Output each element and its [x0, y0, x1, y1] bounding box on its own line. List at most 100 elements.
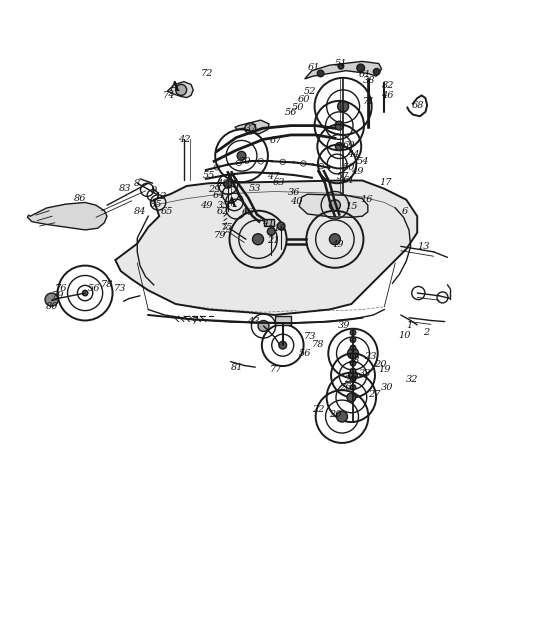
Text: 35: 35 [217, 201, 229, 210]
Text: 83: 83 [119, 184, 131, 193]
Text: 13: 13 [418, 242, 430, 251]
Text: 80: 80 [46, 302, 58, 311]
Text: 46: 46 [381, 91, 393, 100]
Polygon shape [27, 202, 107, 230]
Text: 1: 1 [406, 321, 412, 331]
Text: 44: 44 [348, 150, 360, 159]
Circle shape [350, 337, 356, 343]
Text: 6: 6 [401, 207, 408, 216]
Text: 49: 49 [332, 240, 344, 249]
Text: 21: 21 [267, 236, 279, 245]
Text: A: A [226, 197, 236, 210]
Text: 39: 39 [338, 321, 350, 331]
Text: 53: 53 [249, 184, 261, 193]
Circle shape [350, 369, 356, 374]
Text: 79: 79 [214, 231, 226, 240]
Circle shape [338, 101, 349, 112]
Text: 57: 57 [337, 172, 349, 181]
Text: 56: 56 [285, 108, 298, 117]
Text: 42: 42 [178, 135, 190, 144]
Polygon shape [299, 194, 368, 217]
Text: 49: 49 [351, 167, 363, 176]
Circle shape [347, 393, 356, 402]
Circle shape [350, 345, 356, 351]
Polygon shape [235, 120, 269, 134]
Text: 70: 70 [239, 157, 251, 166]
Text: 30: 30 [381, 383, 393, 392]
Text: 29: 29 [208, 185, 220, 194]
Bar [274, 316, 291, 325]
Text: 56: 56 [88, 284, 100, 293]
Text: 51: 51 [335, 59, 348, 68]
Polygon shape [167, 82, 193, 98]
Text: 50: 50 [343, 163, 355, 172]
Circle shape [350, 360, 356, 366]
Circle shape [237, 151, 246, 160]
Text: 37: 37 [245, 124, 257, 133]
Text: 85: 85 [150, 200, 163, 209]
Text: A: A [169, 81, 178, 94]
Circle shape [335, 121, 344, 130]
Circle shape [317, 70, 324, 77]
Text: 17: 17 [379, 178, 391, 186]
Circle shape [224, 180, 232, 188]
Bar [264, 219, 274, 226]
Text: 76: 76 [55, 284, 68, 293]
Text: 36: 36 [288, 188, 300, 197]
Circle shape [329, 234, 340, 244]
Text: 22: 22 [312, 405, 324, 414]
Circle shape [337, 411, 348, 422]
Text: 54: 54 [357, 158, 369, 166]
Text: 65: 65 [161, 207, 173, 216]
Text: 61: 61 [343, 176, 355, 185]
Text: 23: 23 [365, 352, 377, 360]
Text: 79: 79 [52, 291, 64, 301]
Circle shape [350, 353, 356, 359]
Circle shape [45, 293, 58, 306]
Text: 27: 27 [368, 390, 380, 399]
Text: 73: 73 [304, 333, 316, 341]
Text: 60: 60 [298, 94, 310, 104]
Text: 82: 82 [382, 81, 394, 90]
Circle shape [357, 64, 365, 72]
Circle shape [349, 371, 357, 380]
Text: 49: 49 [200, 201, 212, 210]
Text: 61: 61 [308, 64, 320, 72]
Text: 62: 62 [217, 207, 229, 216]
Text: 43: 43 [248, 317, 260, 326]
Text: 48: 48 [216, 179, 228, 188]
Text: 56: 56 [299, 349, 311, 358]
Circle shape [350, 377, 356, 382]
Text: 84: 84 [134, 207, 146, 216]
Text: 7: 7 [192, 317, 198, 326]
Circle shape [373, 69, 380, 75]
Text: 33: 33 [359, 369, 371, 378]
Text: 68: 68 [412, 101, 424, 110]
Text: 2: 2 [423, 328, 430, 337]
Circle shape [279, 341, 287, 349]
Text: 64: 64 [212, 192, 225, 200]
Text: 71: 71 [363, 97, 375, 106]
Text: 28: 28 [347, 355, 359, 365]
Text: 40: 40 [290, 197, 302, 206]
Text: 81: 81 [231, 363, 243, 372]
Text: 20: 20 [374, 360, 386, 369]
Text: 67: 67 [270, 136, 282, 145]
Text: 86: 86 [74, 194, 86, 203]
Circle shape [350, 385, 356, 390]
Text: 73: 73 [114, 284, 126, 293]
Circle shape [258, 321, 269, 331]
Circle shape [335, 142, 343, 151]
Circle shape [329, 200, 340, 210]
Circle shape [82, 290, 88, 295]
Text: 55: 55 [203, 171, 215, 180]
Text: 63: 63 [273, 178, 285, 186]
Text: 29: 29 [344, 375, 356, 384]
Text: 12: 12 [154, 193, 166, 202]
Text: 38: 38 [363, 76, 376, 84]
Circle shape [253, 234, 264, 244]
Text: 66: 66 [242, 209, 254, 217]
Text: 20: 20 [329, 410, 341, 420]
Circle shape [348, 348, 358, 359]
Text: 72: 72 [201, 69, 214, 78]
